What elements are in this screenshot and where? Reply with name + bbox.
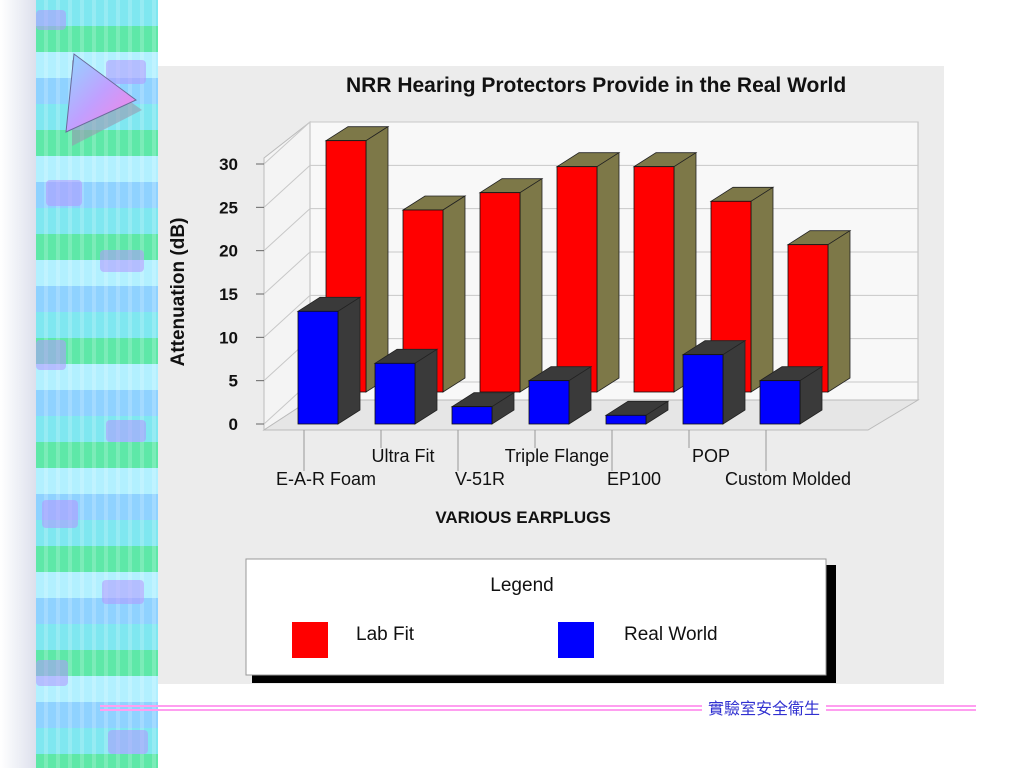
y-tick-label: 25 [219, 198, 238, 217]
bar-side [365, 125, 389, 393]
bar-face [297, 310, 339, 425]
real-world-bar [450, 391, 516, 425]
y-tick-label: 5 [229, 372, 238, 391]
x-tick-label: Ultra Fit [372, 446, 435, 466]
y-tick-label: 0 [229, 415, 238, 434]
gridline-side [263, 208, 311, 252]
y-axis-label: Attenuation (dB) [168, 218, 189, 367]
y-tick-label: 20 [219, 242, 238, 261]
legend-label-real-world: Real World [624, 624, 718, 645]
gridline-side [263, 294, 311, 338]
real-world-bar [604, 400, 670, 425]
bar-face [682, 354, 724, 425]
bar-face [759, 380, 801, 425]
bar-side [722, 339, 746, 425]
bar-side [827, 229, 851, 393]
bar-face [528, 380, 570, 425]
bar-face [374, 362, 416, 425]
chart-panel: NRR Hearing Protectors Provide in the Re… [158, 66, 944, 684]
bar-face [633, 166, 675, 393]
y-tick-label: 10 [219, 328, 238, 347]
chart-canvas: NRR Hearing Protectors Provide in the Re… [168, 74, 920, 683]
gridline-side [263, 164, 311, 208]
bar-side [596, 151, 620, 393]
lab-fit-bar [555, 151, 621, 393]
chart-title: NRR Hearing Protectors Provide in the Re… [346, 74, 846, 97]
bar-side [750, 186, 774, 393]
real-world-bar [527, 365, 593, 425]
real-world-bar [296, 296, 362, 425]
bar-face [605, 414, 647, 425]
x-tick-label: Custom Molded [725, 469, 851, 489]
bar-face [451, 406, 493, 425]
x-tick-label: Triple Flange [505, 446, 609, 466]
y-axis-ticks: 0 5 10 15 20 25 30 [219, 155, 264, 434]
footer-label: 實驗室安全衛生 [702, 699, 827, 719]
real-world-bars [296, 296, 824, 425]
bar-face [479, 192, 521, 393]
x-tick-label: E-A-R Foam [276, 469, 376, 489]
gridline-side [263, 251, 311, 295]
legend-swatch-lab-fit [292, 622, 328, 658]
legend-swatch-real-world [558, 622, 594, 658]
y-tick-label: 15 [219, 285, 238, 304]
real-world-bar [758, 365, 824, 425]
slide-edge-shadow [0, 0, 40, 768]
triangle-arrow-icon [65, 53, 142, 146]
bar-side [442, 195, 466, 393]
x-tick-label: EP100 [607, 469, 661, 489]
x-tick-label: V-51R [455, 469, 505, 489]
lab-fit-bar [478, 177, 544, 393]
bar-side [519, 177, 543, 393]
x-tick-label: POP [692, 446, 730, 466]
legend-label-lab-fit: Lab Fit [356, 624, 415, 645]
legend-title: Legend [490, 575, 553, 596]
legend: Legend Lab Fit Real World [245, 558, 836, 683]
bar-side [337, 296, 361, 425]
bar-face [556, 166, 598, 393]
gridline-side [263, 121, 311, 165]
footer-divider [100, 705, 976, 713]
y-tick-label: 30 [219, 155, 238, 174]
real-world-bar [681, 339, 747, 425]
real-world-bar [373, 348, 439, 425]
x-axis-label: VARIOUS EARPLUGS [435, 508, 610, 527]
